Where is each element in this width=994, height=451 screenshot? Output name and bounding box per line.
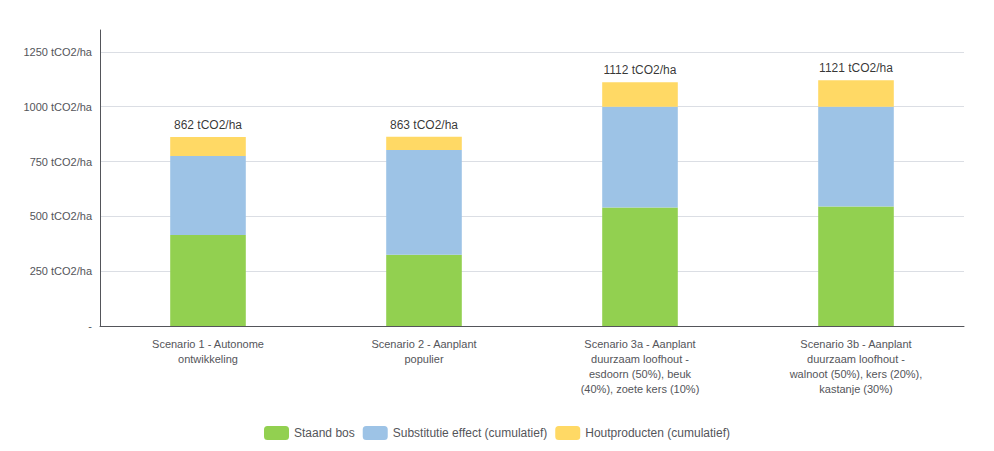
svg-text:(40%), zoete kers (10%): (40%), zoete kers (10%) <box>581 383 700 395</box>
svg-text:750 tCO2/ha: 750 tCO2/ha <box>30 156 93 168</box>
svg-text:862 tCO2/ha: 862 tCO2/ha <box>174 118 242 132</box>
svg-text:1121 tCO2/ha: 1121 tCO2/ha <box>819 61 893 75</box>
svg-text:863 tCO2/ha: 863 tCO2/ha <box>390 118 458 132</box>
svg-text:duurzaam loofhout -: duurzaam loofhout - <box>591 353 689 365</box>
svg-text:duurzaam loofhout -: duurzaam loofhout - <box>807 353 905 365</box>
svg-text:1112 tCO2/ha: 1112 tCO2/ha <box>604 63 677 77</box>
svg-text:500 tCO2/ha: 500 tCO2/ha <box>30 210 93 222</box>
svg-text:Scenario 3a - Aanplant: Scenario 3a - Aanplant <box>584 338 695 350</box>
svg-text:Substitutie effect (cumulatief: Substitutie effect (cumulatief) <box>393 426 548 440</box>
svg-text:-: - <box>88 320 92 332</box>
svg-text:walnoot (50%), kers (20%),: walnoot (50%), kers (20%), <box>789 368 923 380</box>
svg-text:1000 tCO2/ha: 1000 tCO2/ha <box>24 101 93 113</box>
svg-text:Houtproducten (cumulatief): Houtproducten (cumulatief) <box>585 426 730 440</box>
svg-text:kastanje (30%): kastanje (30%) <box>819 383 892 395</box>
svg-text:populier: populier <box>404 353 443 365</box>
svg-text:Staand bos: Staand bos <box>294 426 355 440</box>
svg-text:Scenario 2 - Aanplant: Scenario 2 - Aanplant <box>371 338 476 350</box>
svg-text:250 tCO2/ha: 250 tCO2/ha <box>30 265 93 277</box>
svg-text:Scenario 1 - Autonome: Scenario 1 - Autonome <box>152 338 264 350</box>
svg-text:ontwikkeling: ontwikkeling <box>178 353 238 365</box>
svg-text:esdoorn (50%), beuk: esdoorn (50%), beuk <box>589 368 692 380</box>
svg-text:Scenario 3b - Aanplant: Scenario 3b - Aanplant <box>800 338 911 350</box>
svg-text:1250 tCO2/ha: 1250 tCO2/ha <box>24 46 93 58</box>
